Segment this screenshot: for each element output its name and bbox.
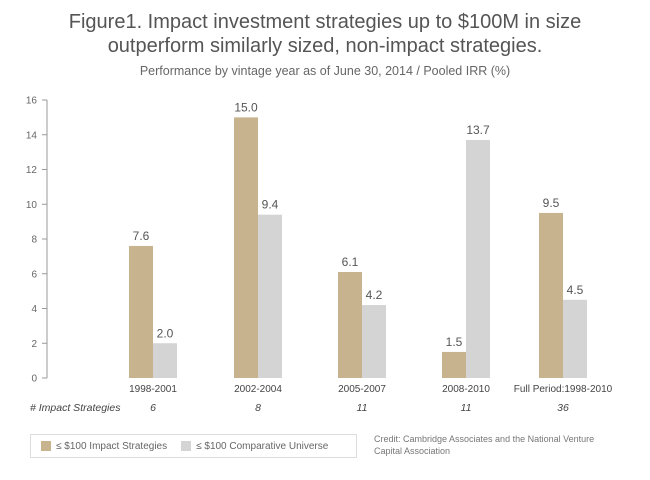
y-tick-label: 14 [26,130,38,141]
title-line-1: Figure1. Impact investment strategies up… [68,11,582,33]
category-label: 2005-2007 [338,384,386,395]
bar-impact [338,272,362,378]
labels-group: 7.6 2.0 1998-2001 6 15.0 9.4 2002-2004 8 6.1 4.2 2… [129,100,613,414]
bar-impact [539,212,563,378]
category-label: Full Period:1998-2010 [514,384,613,395]
chart-title: Figure1. Impact investment strategies up… [0,10,650,58]
impact-strategies-count: 36 [557,402,569,414]
legend-label-impact: ≤ $100 Impact Strategies [56,440,168,452]
legend-swatch-comparative [181,441,192,451]
category-label: 2008-2010 [442,384,490,395]
title-line-2: outperform similarly sized, non-impact s… [107,35,543,57]
bar-impact [129,245,153,378]
bars-group [129,117,587,378]
bar-comparative [563,299,587,378]
category-label: 2002-2004 [234,384,282,395]
bar-value-label: 9.4 [262,198,279,212]
impact-strategies-count: 11 [461,402,472,414]
y-tick-label: 6 [31,269,37,280]
impact-strategies-count: 8 [255,402,261,414]
bar-value-label: 2.0 [157,326,174,340]
y-tick-label: 8 [31,235,37,246]
bar-chart: 0 2 4 6 8 10 12 14 16 7.6 2.0 1998-2001 6 15.0 9.4 200… [26,96,613,415]
bar-value-label: 7.6 [133,229,150,243]
bar-value-label: 15.0 [234,100,258,114]
bar-value-label: 6.1 [342,255,359,269]
y-tick-label: 12 [26,165,38,176]
category-label: 1998-2001 [129,384,177,395]
y-axis: 0 2 4 6 8 10 12 14 16 [26,96,48,385]
impact-strategies-label: # Impact Strategies [30,402,121,414]
bar-value-label: 1.5 [446,335,463,349]
legend-label-comparative: ≤ $100 Comparative Universe [196,440,329,452]
legend-item-impact: ≤ $100 Impact Strategies [41,441,167,452]
bar-impact [442,351,466,378]
bar-value-label: 4.2 [366,288,383,302]
y-tick-label: 10 [26,200,38,211]
bar-comparative [466,139,490,378]
bar-comparative [362,305,386,378]
legend-swatch-impact [41,441,51,451]
credit-note: Credit: Cambridge Associates and the Nat… [374,434,595,456]
legend: ≤ $100 Impact Strategies ≤ $100 Comparat… [30,434,357,458]
impact-strategies-count: 6 [150,402,156,414]
bar-comparative [153,343,177,378]
bar-value-label: 13.7 [466,123,490,137]
bar-comparative [258,214,282,378]
impact-strategies-count: 11 [357,402,368,414]
y-tick-label: 16 [26,96,38,107]
bar-impact [234,117,258,378]
y-tick-label: 2 [31,339,37,350]
chart-subtitle: Performance by vintage year as of June 3… [139,64,511,78]
legend-item-comparative: ≤ $100 Comparative Universe [181,441,328,452]
bar-value-label: 9.5 [543,196,560,210]
bar-value-label: 4.5 [567,283,584,297]
y-tick-label: 0 [31,374,37,385]
y-tick-label: 4 [31,304,37,315]
